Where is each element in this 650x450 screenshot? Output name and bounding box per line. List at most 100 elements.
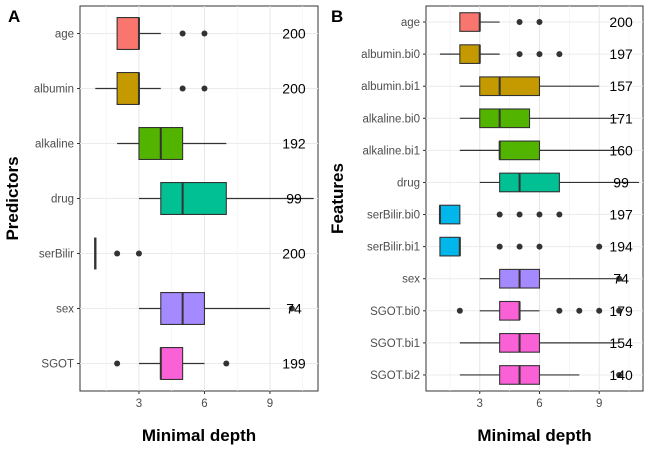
panel-b-y-axis-title: Features: [328, 163, 347, 234]
panel-b-box-body: [459, 44, 481, 64]
panel-b-count-label: 99: [613, 174, 629, 190]
panel-b-count-label: 197: [609, 207, 633, 223]
panel-b-count-label: 171: [609, 110, 633, 126]
panel-a-x-tick-label: 6: [201, 398, 207, 410]
panel-b-box-body: [479, 76, 541, 97]
panel-a-box-drug: 99: [138, 182, 314, 216]
panel-b-y-tick-label: SGOT.bi0: [370, 306, 420, 318]
panel-b-box-alkaline.bi1: 160: [459, 140, 633, 161]
panel-a-y-tick-label: age: [55, 29, 74, 41]
panel-a-y-tick-label: albumin: [34, 84, 74, 96]
panel-a-box-age: 200: [116, 16, 306, 50]
panel-b-box-drug: 99: [479, 172, 640, 193]
panel-b-outlier-point: [496, 243, 503, 250]
panel-a-box-serBilir: 200: [94, 237, 306, 270]
panel-b-box-serBilir.bi0: 197: [438, 204, 633, 225]
panel-a-box-body: [116, 72, 140, 106]
panel-b-outlier-point: [616, 275, 623, 282]
panel-a-count-label: 200: [282, 246, 306, 262]
panel-a-x-axis-title: Minimal depth: [142, 426, 256, 445]
panel-b-marks: 200 197 157 171 160 99 197 194 74 179 154 140: [438, 12, 640, 385]
panel-b-box-body: [479, 108, 531, 129]
panel-b-outlier-point: [516, 243, 523, 250]
panel-b-count-label: 194: [609, 239, 633, 255]
panel-a-outlier-point: [135, 250, 142, 257]
panel-b-outlier-point: [516, 211, 523, 218]
panel-a-box-alkaline: 192: [117, 127, 306, 161]
panel-a-outlier-point: [114, 360, 121, 367]
panel-b-y-tick-label: albumin.bi0: [361, 49, 420, 61]
panel-a-y-ticks: age albumin alkaline drug serBilir sex SGOT: [34, 29, 80, 371]
panel-b-count-label: 157: [609, 78, 633, 94]
panel-a-x-ticks: 3 6 9: [136, 391, 273, 410]
panel-a-outlier-point: [288, 305, 295, 312]
panel-b-y-tick-label: alkaline.bi0: [362, 113, 420, 125]
panel-b-x-axis-title: Minimal depth: [477, 426, 591, 445]
panel-b-outlier-point: [556, 51, 563, 58]
panel-a-y-tick-label: serBilir: [39, 249, 74, 261]
panel-b-box-body: [499, 300, 521, 321]
panel-a-outlier-point: [201, 85, 208, 92]
panel-a-y-tick-label: SGOT: [41, 359, 74, 371]
panel-a-count-label: 200: [282, 81, 306, 97]
panel-b-x-tick-label: 9: [596, 398, 602, 410]
panel-b-y-tick-label: sex: [402, 274, 420, 286]
panel-b-count-label: 160: [609, 142, 633, 158]
panel-a-box-body: [160, 182, 227, 216]
panel-b-box-alkaline.bi0: 171: [459, 108, 633, 129]
panel-a-count-label: 199: [282, 356, 306, 372]
panel-b-outlier-point: [536, 19, 543, 26]
panel-b-outlier-point: [536, 211, 543, 218]
panel-a-marks: 200 200 192 99 200 74 199: [94, 16, 314, 380]
panel-a-outlier-point: [114, 250, 121, 257]
panel-b-plot-area: [425, 5, 644, 392]
panel-b-outlier-point: [456, 307, 463, 314]
panel-a-box-body: [116, 16, 140, 50]
panel-b-box-body: [439, 204, 461, 225]
panel-b-y-tick-label: SGOT.bi1: [370, 338, 420, 350]
panel-a-x-tick-label: 3: [136, 398, 142, 410]
panel-b-tag: B: [331, 7, 343, 26]
panel-a-outlier-point: [201, 30, 208, 37]
panel-a-tag: A: [8, 7, 20, 26]
panel-b-count-label: 179: [609, 303, 633, 319]
panel-b-outlier-point: [556, 307, 563, 314]
panel-a-y-axis-title: Predictors: [3, 156, 22, 240]
panel-b-box-SGOT.bi0: 179: [456, 300, 633, 321]
panel-b-box-serBilir.bi1: 194: [439, 236, 633, 257]
panel-b-outlier-point: [536, 243, 543, 250]
panel-b-box-sex: 74: [479, 268, 629, 289]
panel-b-y-tick-label: age: [401, 17, 420, 29]
panel-a-outlier-point: [223, 360, 230, 367]
panel-b-outlier-point: [536, 51, 543, 58]
panel-b-box-body: [439, 236, 461, 257]
panel-b-outlier-point: [576, 307, 583, 314]
panel-b-outlier-point: [596, 307, 603, 314]
panel-b-count-label: 140: [609, 367, 633, 383]
panel-a-outlier-point: [179, 30, 186, 37]
panel-a-count-label: 200: [282, 26, 306, 42]
panel-b-y-tick-label: alkaline.bi1: [362, 145, 420, 157]
panel-b-outlier-point: [516, 19, 523, 26]
panel-b-y-tick-label: albumin.bi1: [361, 81, 420, 93]
panel-a-x-tick-label: 9: [267, 398, 273, 410]
panel-b-y-tick-label: SGOT.bi2: [370, 370, 420, 382]
panel-a-box-albumin: 200: [95, 72, 306, 106]
panel-b-count-label: 74: [613, 271, 629, 287]
panel-b-y-ticks: age albumin.bi0 albumin.bi1 alkaline.bi0 alk…: [361, 17, 426, 382]
panel-b-x-ticks: 3 6 9: [477, 391, 602, 410]
panel-b-box-SGOT.bi1: 154: [459, 333, 633, 353]
panel-a: A 200 200 192 99 200 74 199 age albumin alkaline…: [3, 5, 319, 445]
panel-a-count-label: 192: [282, 136, 306, 152]
panel-a-count-label: 74: [286, 301, 302, 317]
panel-b-outlier-point: [496, 211, 503, 218]
panel-a-box-body: [160, 346, 184, 380]
panel-b-box-SGOT.bi2: 140: [459, 365, 633, 385]
panel-b-box-body: [459, 12, 481, 32]
panel-b-count-label: 197: [609, 46, 633, 62]
panel-b: B 200 197 157 171 160 99 197 194 74 179 154 140 age…: [328, 5, 644, 445]
panel-b-y-tick-label: drug: [397, 177, 420, 189]
panel-a-y-tick-label: drug: [51, 194, 74, 206]
panel-b-outlier-point: [616, 371, 623, 378]
